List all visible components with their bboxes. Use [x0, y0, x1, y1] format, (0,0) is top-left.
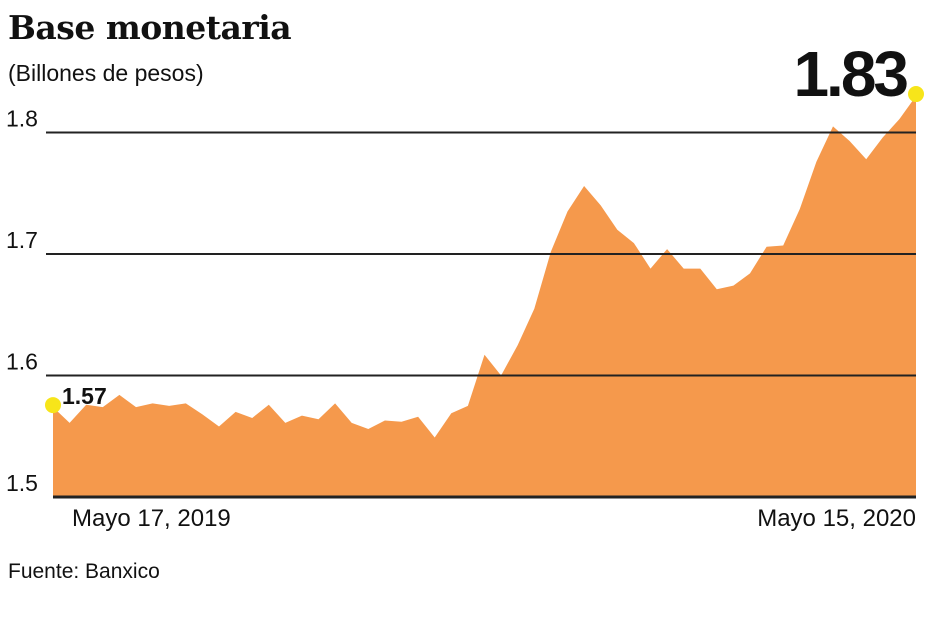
y-tick-label: 1.6 — [6, 349, 38, 375]
chart-title: Base monetaria — [8, 8, 292, 47]
x-axis-label: Mayo 15, 2020 — [757, 505, 916, 532]
x-axis-labels: Mayo 17, 2019 Mayo 15, 2020 — [72, 505, 916, 532]
end-value-label: 1.83 — [793, 38, 907, 110]
x-axis-label: Mayo 17, 2019 — [72, 505, 231, 532]
y-tick-label: 1.8 — [6, 106, 38, 132]
chart-subtitle: (Billones de pesos) — [8, 60, 204, 86]
end-marker — [908, 86, 924, 103]
y-tick-label: 1.5 — [6, 470, 38, 496]
start-value-label: 1.57 — [62, 383, 107, 409]
gridlines — [46, 131, 916, 499]
area-series — [53, 96, 916, 497]
annotations: 1.57 1.83 — [45, 38, 924, 414]
source-note: Fuente: Banxico — [8, 560, 160, 583]
y-axis-ticks: 1.5 1.6 1.7 1.8 — [6, 106, 38, 497]
start-marker — [45, 397, 61, 414]
y-tick-label: 1.7 — [6, 227, 38, 253]
